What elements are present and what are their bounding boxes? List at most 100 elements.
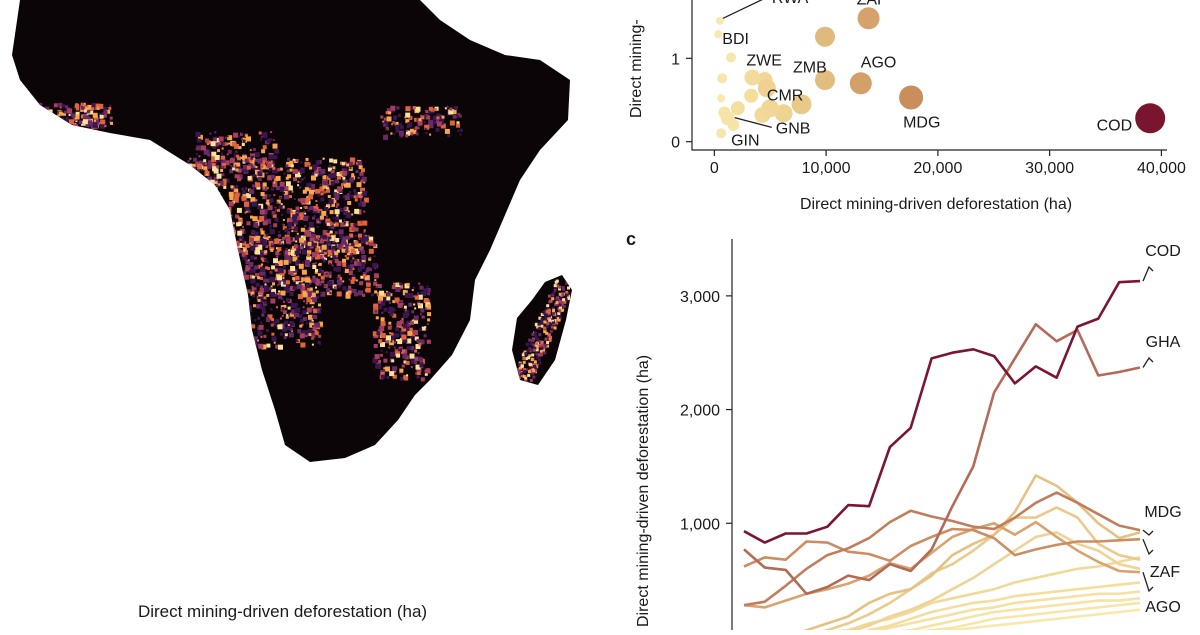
hotspot-pixel: [229, 196, 233, 200]
hotspot-pixel: [415, 372, 418, 375]
hotspot-pixel: [381, 311, 384, 314]
hotspot-pixel: [98, 103, 104, 109]
hotspot-pixel: [250, 245, 256, 251]
hotspot-pixel: [257, 330, 263, 336]
hotspot-pixel: [369, 256, 372, 259]
hotspot-pixel: [28, 126, 31, 129]
hotspot-pixel: [319, 186, 325, 192]
hotspot-pixel: [411, 359, 416, 364]
hotspot-pixel: [295, 303, 299, 307]
hotspot-pixel: [278, 231, 281, 233]
hotspot-pixel: [326, 215, 329, 218]
hotspot-pixel: [368, 248, 374, 254]
hotspot-pixel: [347, 201, 352, 205]
hotspot-pixel: [245, 340, 251, 346]
line-series: [743, 279, 1141, 544]
hotspot-pixel: [278, 344, 283, 350]
hotspot-pixel: [269, 276, 275, 282]
hotspot-pixel: [230, 246, 233, 249]
hotspot-pixel: [94, 119, 96, 122]
hotspot-pixel: [178, 245, 182, 249]
hotspot-pixel: [201, 188, 204, 191]
scatter-point: [899, 85, 924, 110]
hotspot-pixel: [349, 157, 355, 163]
hotspot-pixel: [252, 164, 256, 168]
hotspot-pixel: [352, 274, 356, 278]
hotspot-pixel: [410, 335, 413, 339]
hotspot-pixel: [542, 348, 546, 352]
hotspot-pixel: [235, 340, 240, 346]
hotspot-pixel: [394, 370, 396, 373]
hotspot-pixel: [281, 224, 284, 226]
hotspot-pixel: [544, 337, 548, 341]
hotspot-pixel: [336, 261, 342, 266]
hotspot-pixel: [312, 262, 316, 266]
hotspot-pixel: [212, 338, 216, 341]
hotspot-pixel: [297, 180, 300, 183]
hotspot-pixel: [182, 184, 186, 188]
hotspot-pixel: [178, 179, 184, 184]
hotspot-pixel: [330, 181, 335, 186]
hotspot-pixel: [218, 183, 221, 186]
hotspot-pixel: [535, 364, 539, 368]
hotspot-pixel: [549, 335, 552, 339]
hotspot-pixel: [400, 376, 405, 381]
hotspot-pixel: [259, 209, 265, 215]
hotspot-pixel: [12, 119, 16, 123]
hotspot-pixel: [213, 221, 217, 225]
hotspot-pixel: [188, 238, 194, 244]
hotspot-pixel: [406, 374, 409, 377]
hotspot-pixel: [398, 346, 401, 349]
hotspot-pixel: [395, 282, 401, 288]
hotspot-pixel: [365, 241, 369, 245]
hotspot-pixel: [21, 126, 26, 131]
hotspot-pixel: [181, 197, 184, 200]
hotspot-pixel: [332, 166, 336, 170]
hotspot-pixel: [567, 296, 570, 300]
hotspot-pixel: [343, 207, 347, 211]
hotspot-pixel: [318, 303, 321, 307]
hotspot-pixel: [241, 329, 247, 335]
hotspot-pixel: [251, 242, 254, 245]
hotspot-pixel: [222, 178, 227, 183]
scatter-point-label: ZWE: [746, 53, 782, 70]
hotspot-pixel: [440, 123, 446, 129]
hotspot-pixel: [241, 240, 245, 244]
hotspot-pixel: [335, 238, 340, 242]
hotspot-pixel: [267, 205, 273, 211]
hotspot-pixel: [390, 340, 393, 343]
hotspot-pixel: [316, 225, 319, 228]
hotspot-pixel: [261, 165, 264, 168]
hotspot-pixel: [262, 220, 268, 226]
hotspot-pixel: [383, 298, 387, 302]
hotspot-pixel: [244, 310, 248, 314]
hotspot-pixel: [36, 117, 39, 120]
hotspot-pixel: [392, 308, 396, 312]
hotspot-pixel: [315, 235, 321, 241]
hotspot-pixel: [245, 135, 248, 138]
hotspot-pixel: [326, 290, 332, 296]
hotspot-pixel: [293, 316, 296, 319]
hotspot-pixel: [304, 333, 308, 337]
hotspot-pixel: [298, 212, 304, 218]
hotspot-pixel: [216, 192, 221, 196]
hotspot-pixel: [218, 344, 221, 347]
hotspot-pixel: [310, 256, 314, 260]
hotspot-pixel: [266, 138, 271, 143]
hotspot-pixel: [228, 332, 231, 335]
hotspot-pixel: [402, 337, 408, 343]
hotspot-pixel: [348, 278, 351, 281]
hotspot-pixel: [200, 168, 203, 171]
hotspot-pixel: [261, 213, 267, 219]
hotspot-pixel: [270, 164, 274, 168]
hotspot-pixel: [212, 137, 217, 142]
hotspot-pixel: [560, 303, 564, 307]
hotspot-pixel: [300, 342, 306, 348]
hotspot-pixel: [313, 205, 318, 210]
hotspot-pixel: [335, 205, 338, 208]
hotspot-pixel: [222, 239, 226, 242]
hotspot-pixel: [376, 331, 381, 336]
hotspot-pixel: [403, 360, 407, 364]
hotspot-pixel: [265, 233, 269, 237]
hotspot-pixel: [12, 123, 14, 129]
